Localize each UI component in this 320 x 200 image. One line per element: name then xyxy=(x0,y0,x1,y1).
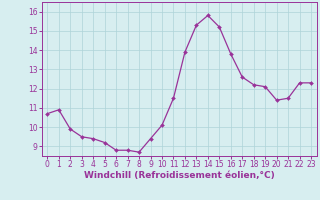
X-axis label: Windchill (Refroidissement éolien,°C): Windchill (Refroidissement éolien,°C) xyxy=(84,171,275,180)
